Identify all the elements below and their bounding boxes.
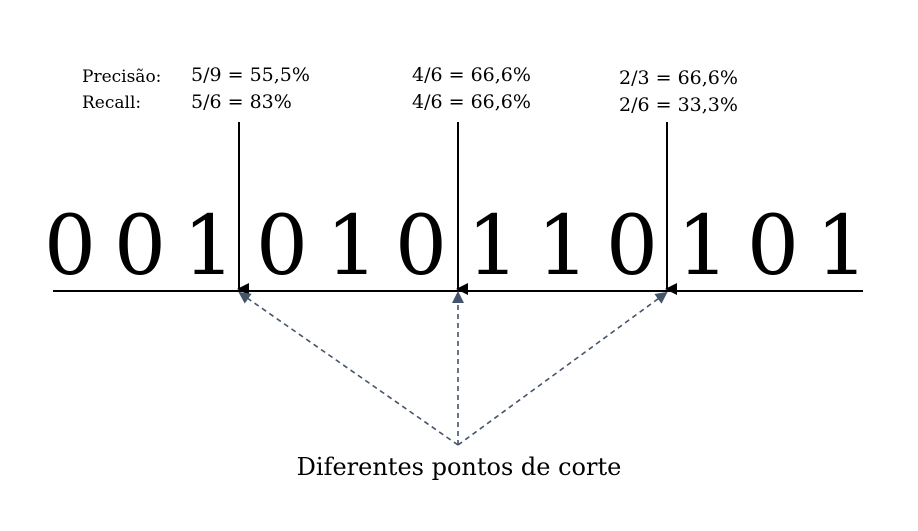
sequence-digit: 1 — [815, 199, 869, 294]
dashed-arrow-right — [457, 291, 668, 446]
sequence-digit: 1 — [466, 199, 520, 294]
caption: Diferentes pontos de corte — [296, 453, 622, 481]
cutoff-2-precision: 4/6 = 66,6% — [412, 64, 531, 86]
sequence-digit: 0 — [43, 199, 97, 294]
cutoff-3-recall: 2/6 = 33,3% — [619, 94, 738, 116]
sequence-digit: 1 — [182, 199, 236, 294]
sequence-digit: 0 — [113, 199, 167, 294]
cutoff-3-precision: 2/3 = 66,6% — [619, 67, 738, 89]
sequence-digit: 0 — [255, 199, 309, 294]
cutoff-1-recall: 5/6 = 83% — [191, 91, 292, 113]
precision-label: Precisão: — [82, 67, 162, 87]
sequence-digit: 1 — [536, 199, 590, 294]
sequence-digit: 1 — [325, 199, 379, 294]
sequence-digit: 0 — [394, 199, 448, 294]
recall-label: Recall: — [82, 93, 142, 113]
sequence-digit: 1 — [676, 199, 730, 294]
sequence-digit: 0 — [746, 199, 800, 294]
sequence-digit: 0 — [605, 199, 659, 294]
cutoff-1-precision: 5/9 = 55,5% — [191, 64, 310, 86]
dashed-arrow-left — [238, 291, 459, 446]
cutoff-2-recall: 4/6 = 66,6% — [412, 91, 531, 113]
